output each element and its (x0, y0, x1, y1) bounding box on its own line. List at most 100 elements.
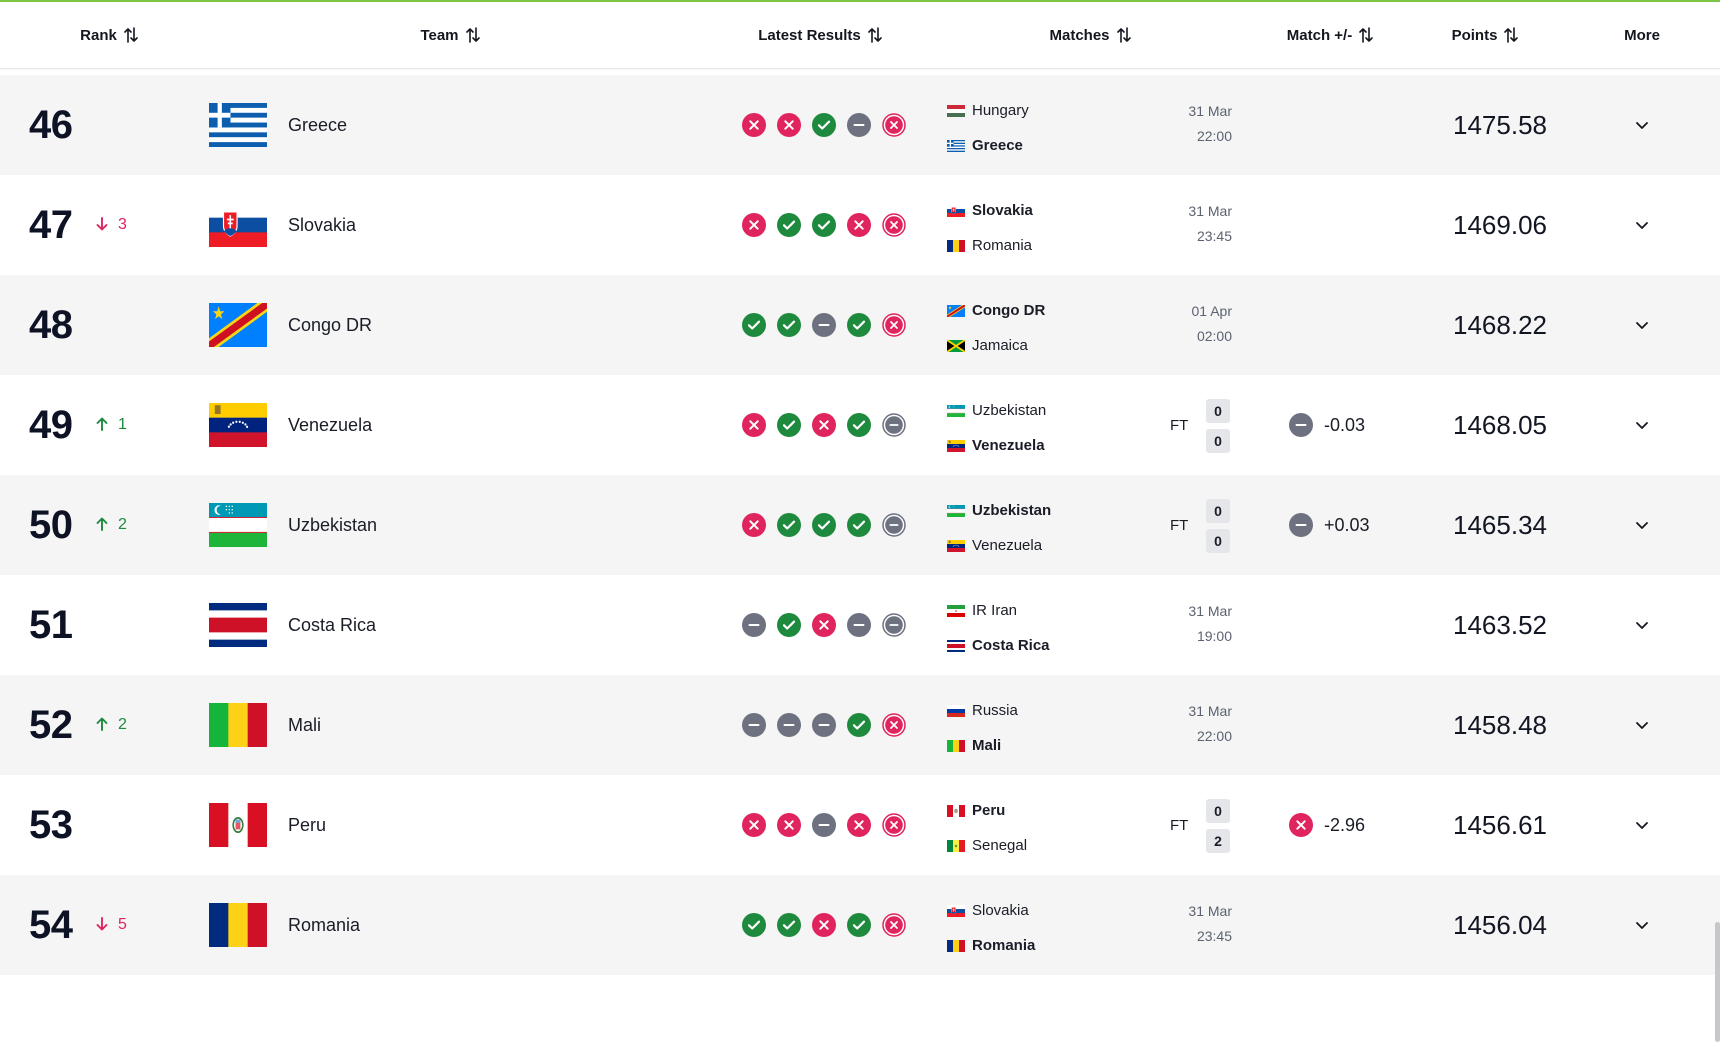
check-circle-icon[interactable] (847, 413, 871, 437)
chevron-down-icon[interactable] (1630, 213, 1654, 237)
x-circle-icon[interactable] (882, 713, 906, 737)
table-row[interactable]: 50 2 Uzbekistan Uzbekistan Venezuela FT 0 0 +0.0… (0, 475, 1720, 575)
table-row[interactable]: 53 Peru Peru Senegal FT 0 2 -2.96 1456.61 (0, 775, 1720, 875)
chevron-down-icon[interactable] (1630, 613, 1654, 637)
check-circle-icon[interactable] (777, 513, 801, 537)
x-circle-icon[interactable] (882, 913, 906, 937)
x-circle-icon[interactable] (742, 213, 766, 237)
team-name[interactable]: Romania (288, 914, 361, 935)
table-row[interactable]: 47 3 Slovakia Slovakia Romania 31 Mar 23:45 146… (0, 175, 1720, 275)
match-team2-name[interactable]: Venezuela (972, 437, 1045, 454)
match-team2-name[interactable]: Romania (972, 237, 1033, 254)
check-circle-icon[interactable] (847, 313, 871, 337)
minus-circle-icon[interactable] (882, 413, 906, 437)
minus-circle-icon[interactable] (847, 613, 871, 637)
minus-circle-icon[interactable] (742, 613, 766, 637)
x-circle-icon[interactable] (812, 613, 836, 637)
x-circle-icon[interactable] (742, 513, 766, 537)
scrollbar-thumb[interactable] (1715, 922, 1720, 1042)
chevron-down-icon[interactable] (1630, 313, 1654, 337)
chevron-down-icon[interactable] (1630, 513, 1654, 537)
x-circle-icon[interactable] (882, 213, 906, 237)
check-circle-icon[interactable] (742, 913, 766, 937)
x-circle-icon[interactable] (777, 813, 801, 837)
check-circle-icon[interactable] (812, 113, 836, 137)
x-circle-icon[interactable] (777, 113, 801, 137)
sort-arrows-icon[interactable] (867, 26, 882, 44)
match-team2-name[interactable]: Costa Rica (972, 637, 1050, 654)
match-team1-name[interactable]: Slovakia (972, 202, 1033, 219)
minus-circle-icon[interactable] (882, 513, 906, 537)
chevron-down-icon[interactable] (1630, 713, 1654, 737)
table-row[interactable]: 51 Costa Rica IR Iran Costa Rica 31 Mar 19:00… (0, 575, 1720, 675)
match-team1-name[interactable]: Slovakia (972, 902, 1029, 919)
check-circle-icon[interactable] (742, 313, 766, 337)
match-team2-name[interactable]: Venezuela (972, 537, 1043, 554)
match-team1-name[interactable]: Congo DR (972, 302, 1046, 319)
x-circle-icon[interactable] (742, 113, 766, 137)
x-circle-icon[interactable] (882, 113, 906, 137)
match-team1-name[interactable]: Peru (972, 802, 1006, 819)
table-row[interactable]: 46 Greece Hungary Greece 31 Mar 22:00 1475.58 (0, 75, 1720, 175)
sort-arrows-icon[interactable] (1504, 26, 1519, 44)
header-matches[interactable]: Matches (1030, 2, 1150, 68)
minus-circle-icon[interactable] (882, 613, 906, 637)
x-circle-icon[interactable] (812, 413, 836, 437)
match-team2-name[interactable]: Romania (972, 937, 1036, 954)
x-circle-icon[interactable] (847, 213, 871, 237)
chevron-down-icon[interactable] (1630, 913, 1654, 937)
check-circle-icon[interactable] (847, 713, 871, 737)
header-rank[interactable]: Rank (54, 2, 164, 68)
match-team1-name[interactable]: Russia (972, 702, 1018, 719)
sort-arrows-icon[interactable] (1359, 26, 1374, 44)
header-match-plus-minus[interactable]: Match +/- (1265, 2, 1395, 68)
x-circle-icon[interactable] (882, 813, 906, 837)
check-circle-icon[interactable] (777, 213, 801, 237)
minus-circle-icon[interactable] (742, 713, 766, 737)
check-circle-icon[interactable] (847, 513, 871, 537)
x-circle-icon[interactable] (812, 913, 836, 937)
minus-circle-icon[interactable] (777, 713, 801, 737)
header-latest-results[interactable]: Latest Results (740, 2, 900, 68)
table-row[interactable]: 49 1 Venezuela Uzbekistan Venezuela FT 0 0 -0.03… (0, 375, 1720, 475)
chevron-down-icon[interactable] (1630, 413, 1654, 437)
x-circle-icon[interactable] (882, 313, 906, 337)
sort-arrows-icon[interactable] (1116, 26, 1131, 44)
header-points[interactable]: Points (1430, 2, 1540, 68)
team-name[interactable]: Venezuela (288, 414, 373, 435)
check-circle-icon[interactable] (777, 913, 801, 937)
match-team2-name[interactable]: Greece (972, 137, 1023, 154)
match-team2-name[interactable]: Mali (972, 737, 1002, 754)
match-team1-name[interactable]: IR Iran (972, 602, 1018, 619)
x-circle-icon[interactable] (742, 813, 766, 837)
check-circle-icon[interactable] (812, 513, 836, 537)
sort-arrows-icon[interactable] (465, 26, 480, 44)
check-circle-icon[interactable] (777, 313, 801, 337)
minus-circle-icon[interactable] (812, 813, 836, 837)
x-circle-icon[interactable] (847, 813, 871, 837)
x-circle-icon[interactable] (742, 413, 766, 437)
team-name[interactable]: Greece (288, 114, 348, 135)
sort-arrows-icon[interactable] (124, 26, 138, 44)
match-team1-name[interactable]: Uzbekistan (972, 402, 1047, 419)
chevron-down-icon[interactable] (1630, 813, 1654, 837)
check-circle-icon[interactable] (777, 413, 801, 437)
team-name[interactable]: Congo DR (288, 314, 373, 335)
team-name[interactable]: Mali (288, 714, 322, 735)
minus-circle-icon[interactable] (812, 313, 836, 337)
chevron-down-icon[interactable] (1630, 113, 1654, 137)
match-team2-name[interactable]: Senegal (972, 837, 1028, 854)
table-row[interactable]: 48 Congo DR Congo DR Jamaica 01 Apr 02:00 1468… (0, 275, 1720, 375)
check-circle-icon[interactable] (847, 913, 871, 937)
team-name[interactable]: Peru (288, 814, 327, 835)
header-team[interactable]: Team (395, 2, 505, 68)
minus-circle-icon[interactable] (847, 113, 871, 137)
table-row[interactable]: 54 5 Romania Slovakia Romania 31 Mar 23:45 1456… (0, 875, 1720, 975)
match-team2-name[interactable]: Jamaica (972, 337, 1028, 354)
team-name[interactable]: Slovakia (288, 214, 357, 235)
table-row[interactable]: 52 2 Mali Russia Mali 31 Mar 22:00 1458.48 (0, 675, 1720, 775)
check-circle-icon[interactable] (777, 613, 801, 637)
team-name[interactable]: Uzbekistan (288, 514, 378, 535)
match-team1-name[interactable]: Uzbekistan (972, 502, 1052, 519)
team-name[interactable]: Costa Rica (288, 614, 377, 635)
